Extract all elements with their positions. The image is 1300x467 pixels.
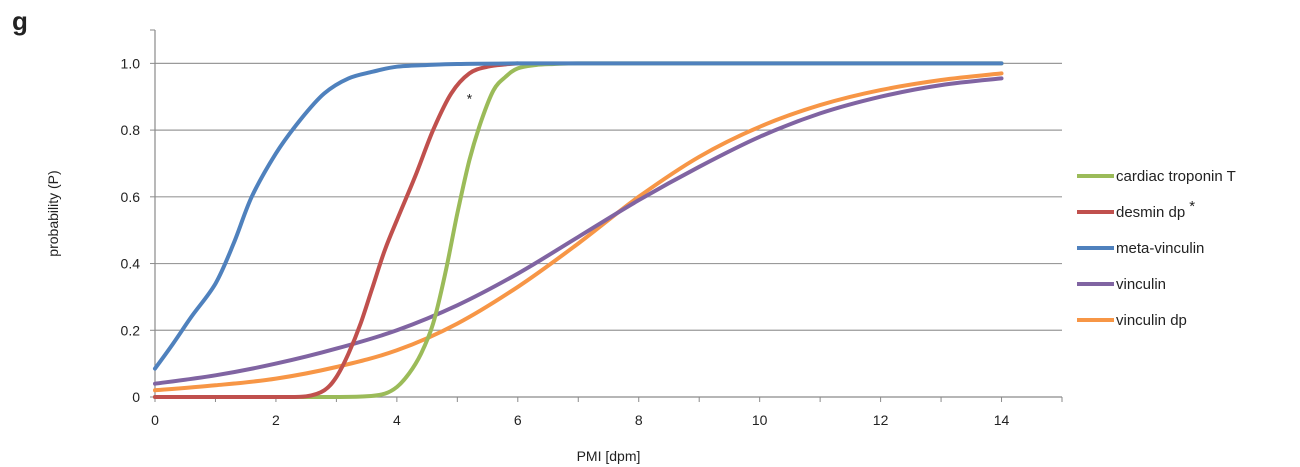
legend-label: desmin dp	[1116, 204, 1185, 221]
significance-annotation: *	[467, 90, 473, 106]
gridlines	[155, 62, 1062, 331]
y-tick-label: 0.4	[121, 256, 141, 272]
x-tick-label: 4	[393, 412, 401, 428]
x-tick-label: 2	[272, 412, 280, 428]
series-line-cardiac-troponin-T	[153, 61, 1004, 400]
y-tick-label: 0.6	[121, 189, 141, 205]
x-tick-label: 12	[873, 412, 889, 428]
y-tick-label: 1.0	[121, 55, 141, 71]
x-axis-label: PMI [dpm]	[577, 448, 641, 464]
legend-label: meta-vinculin	[1116, 240, 1204, 257]
series-line-desmin-dp	[153, 61, 520, 400]
legend-marker: *	[1189, 198, 1195, 215]
legend: cardiac troponin T desmin dp * meta-vinculi…	[1077, 168, 1236, 329]
legend-label: vinculin dp	[1116, 312, 1187, 329]
y-tick-label: 0	[132, 389, 140, 405]
x-axis-ticks: 0 2 4 6 8 10 12 14	[151, 412, 1009, 428]
x-tick-label: 10	[752, 412, 768, 428]
y-tick-label: 0.2	[121, 322, 141, 338]
series-line-vinculin-dp	[153, 71, 1004, 393]
legend-label: vinculin	[1116, 276, 1166, 293]
x-tick-label: 0	[151, 412, 159, 428]
x-tick-label: 8	[635, 412, 643, 428]
panel-label: g	[12, 6, 28, 36]
series-line-meta-vinculin	[153, 61, 1004, 371]
series-lines	[153, 61, 1004, 400]
legend-label: cardiac troponin T	[1116, 168, 1236, 185]
x-tick-label: 6	[514, 412, 522, 428]
y-tick-label: 0.8	[121, 122, 141, 138]
y-axis-ticks: 0 0.2 0.4 0.6 0.8 1.0	[121, 55, 141, 405]
y-axis-label: probability (P)	[45, 170, 61, 256]
series-line-vinculin	[153, 76, 1004, 386]
x-tick-label: 14	[994, 412, 1010, 428]
